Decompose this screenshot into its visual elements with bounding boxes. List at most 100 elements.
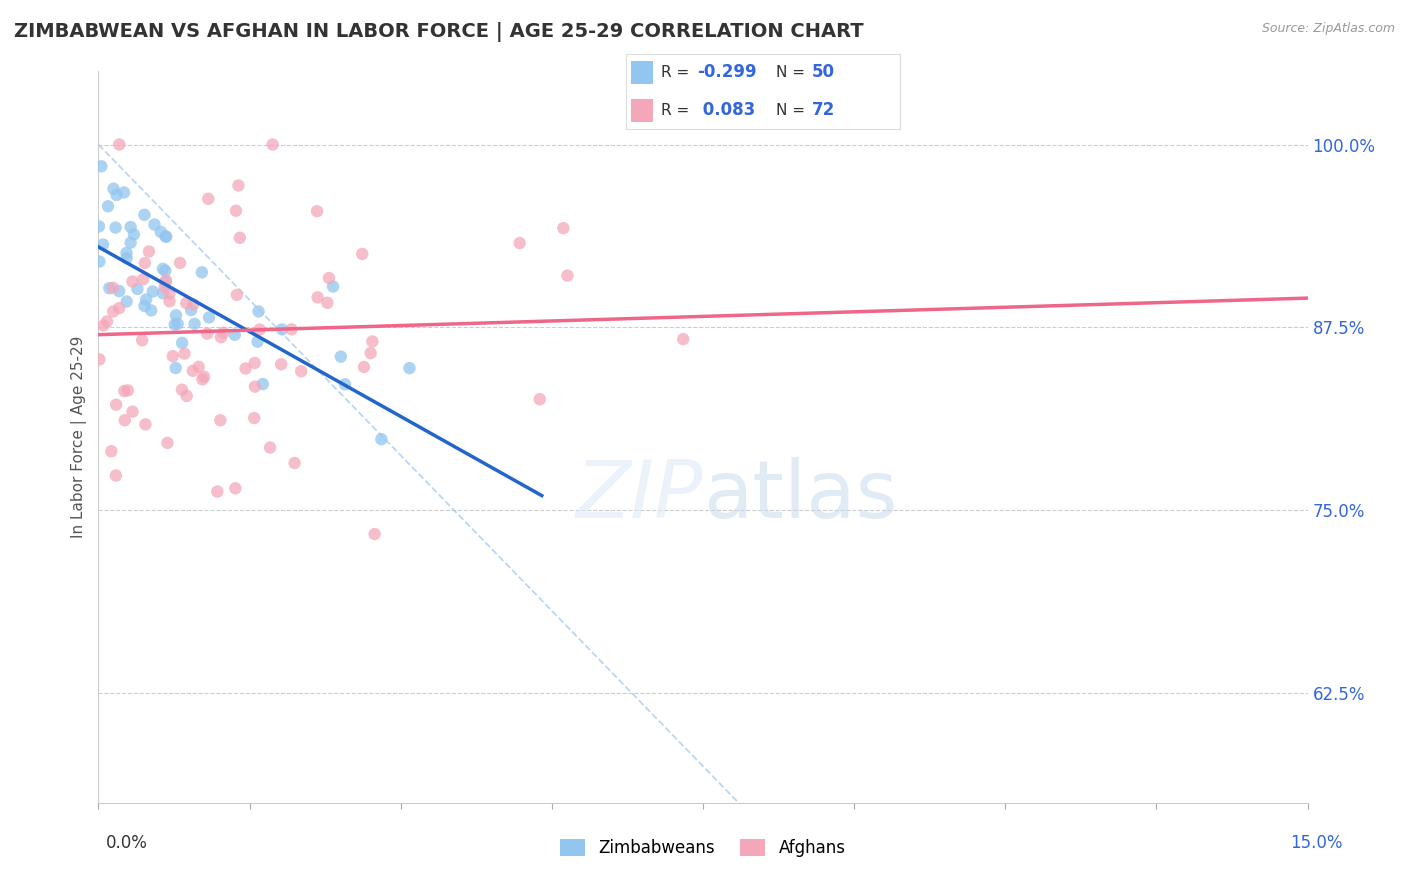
Point [672,332,695,346]
Point [143,218,166,232]
Point [195,326,218,341]
Legend: Zimbabweans, Afghans: Zimbabweans, Afghans [554,832,852,864]
Point [142,285,165,299]
Point [131,334,153,348]
Point [318,271,340,285]
Text: 50: 50 [813,63,835,81]
Text: N =: N = [776,103,810,118]
Point [97,199,120,213]
Text: 72: 72 [813,102,835,120]
Point [353,359,375,374]
Point [183,317,205,331]
Point [104,468,127,483]
Point [225,203,247,218]
Point [207,484,229,499]
Point [259,441,281,455]
Point [212,326,235,340]
Point [149,225,172,239]
Point [135,293,157,307]
Point [115,246,138,260]
Point [155,229,177,244]
Point [112,384,135,398]
Point [155,229,177,244]
Point [181,364,204,378]
Point [252,377,274,392]
Point [329,350,352,364]
Point [122,227,145,242]
Point [155,273,177,287]
Text: -0.299: -0.299 [697,63,756,81]
Point [152,261,174,276]
Point [117,384,139,398]
Point [91,237,114,252]
Point [98,281,121,295]
Point [307,290,329,304]
Point [153,280,176,294]
Point [127,282,149,296]
Point [197,192,219,206]
Point [120,220,142,235]
Point [101,281,124,295]
Point [262,137,284,152]
Point [553,221,575,235]
Point [159,294,181,309]
Point [93,318,115,333]
Point [108,137,131,152]
Point [108,284,131,298]
Point [305,204,328,219]
Point [209,413,232,427]
Point [162,349,184,363]
Point [316,295,339,310]
Point [103,182,125,196]
Point [361,334,384,349]
Point [370,432,392,446]
Point [246,334,269,349]
Point [87,219,110,234]
Point [103,304,125,318]
Point [398,361,420,376]
Point [132,272,155,286]
Point [176,389,198,403]
Point [225,288,247,302]
Point [181,297,204,311]
Point [120,235,142,250]
Point [557,268,579,283]
Point [89,254,111,268]
Point [155,264,177,278]
Point [100,444,122,458]
Y-axis label: In Labor Force | Age 25-29: In Labor Force | Age 25-29 [72,336,87,538]
Point [172,335,194,350]
Text: ZIP: ZIP [575,457,703,534]
Point [249,322,271,336]
Point [90,159,112,173]
Point [529,392,551,407]
Point [138,244,160,259]
Point [121,275,143,289]
Point [165,361,187,376]
Point [165,308,187,322]
Text: 0.083: 0.083 [697,102,755,120]
Point [156,435,179,450]
Point [290,364,312,378]
Point [114,413,136,427]
Point [115,251,138,265]
Point [228,178,250,193]
Point [247,304,270,318]
Point [271,322,294,336]
Point [243,411,266,425]
Point [104,220,127,235]
Point [209,330,232,344]
Point [509,235,531,250]
Point [173,346,195,360]
Point [159,286,181,301]
Point [280,322,302,336]
Point [170,383,193,397]
Point [105,398,128,412]
Point [134,299,156,313]
Point [322,279,344,293]
Point [121,405,143,419]
Point [166,317,188,331]
Point [89,352,111,367]
Bar [631,62,652,84]
Text: 0.0%: 0.0% [105,834,148,852]
